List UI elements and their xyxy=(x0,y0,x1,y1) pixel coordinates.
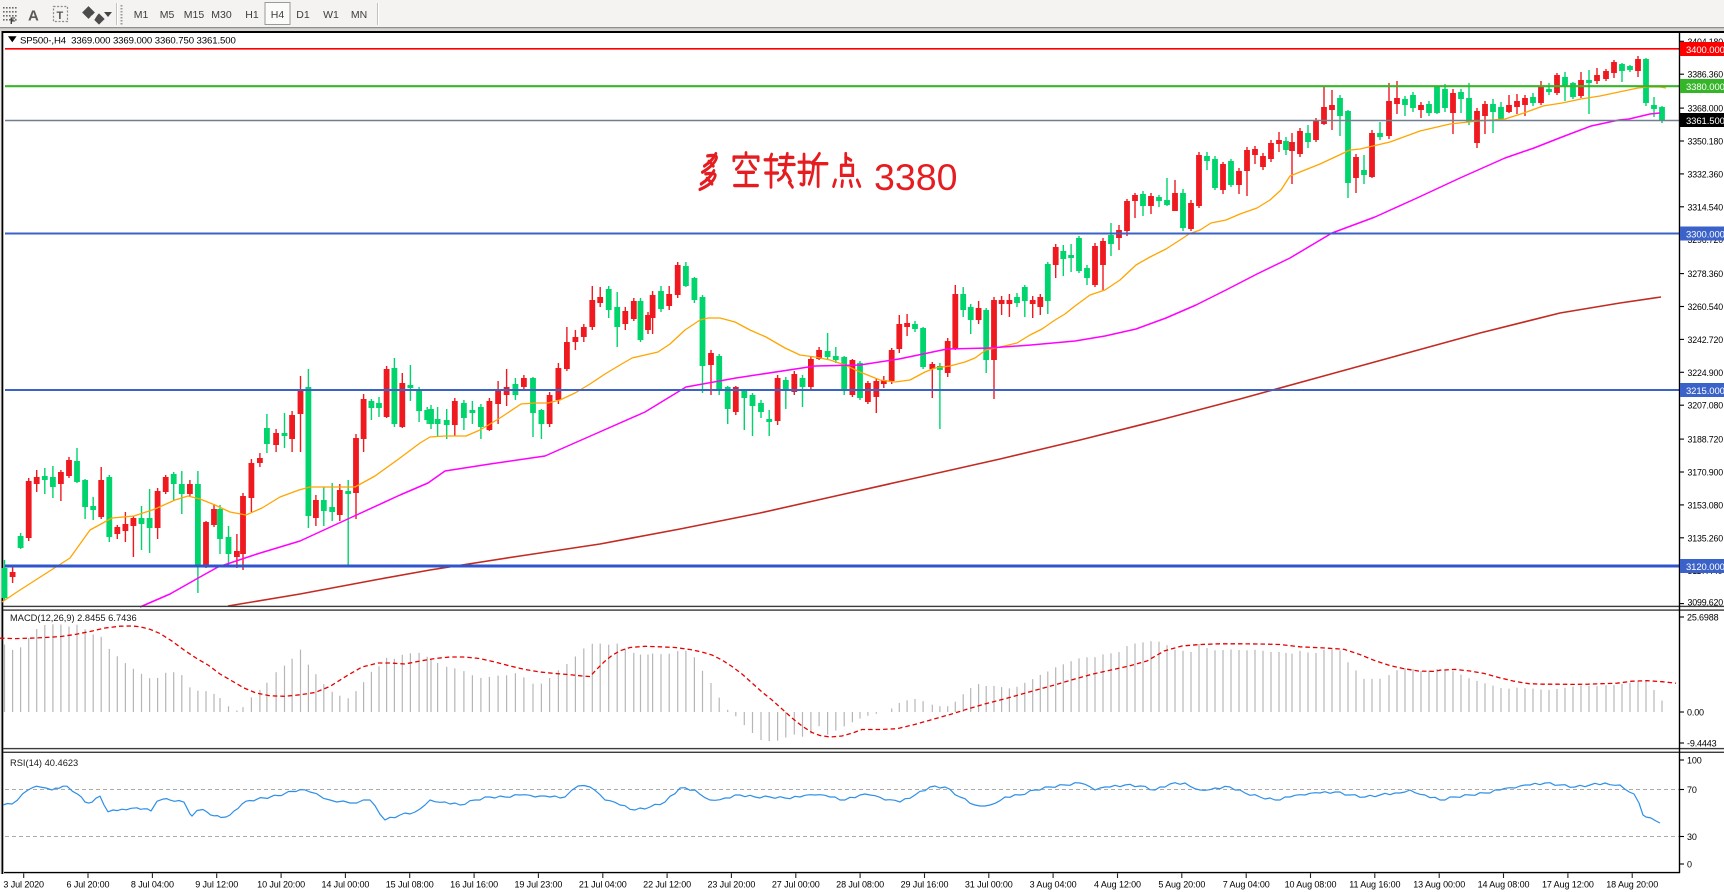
svg-text:3361.500: 3361.500 xyxy=(1686,116,1724,127)
svg-text:3188.720: 3188.720 xyxy=(1688,435,1724,445)
svg-text:D1: D1 xyxy=(296,9,310,21)
svg-text:10 Jul 20:00: 10 Jul 20:00 xyxy=(257,880,305,890)
svg-text:3278.360: 3278.360 xyxy=(1688,269,1724,279)
svg-text:3350.180: 3350.180 xyxy=(1688,137,1724,147)
svg-text:14 Aug 08:00: 14 Aug 08:00 xyxy=(1478,880,1530,890)
svg-text:18 Aug 20:00: 18 Aug 20:00 xyxy=(1606,880,1658,890)
svg-text:MN: MN xyxy=(351,9,367,21)
svg-text:3380: 3380 xyxy=(874,156,957,198)
svg-text:5 Aug 20:00: 5 Aug 20:00 xyxy=(1158,880,1205,890)
svg-text:3314.540: 3314.540 xyxy=(1688,202,1724,212)
svg-text:23 Jul 20:00: 23 Jul 20:00 xyxy=(707,880,755,890)
svg-text:3404.180: 3404.180 xyxy=(1688,37,1724,47)
svg-text:T: T xyxy=(57,10,64,22)
svg-text:3260.540: 3260.540 xyxy=(1688,302,1724,312)
svg-text:M5: M5 xyxy=(160,9,175,21)
svg-text:8 Jul 04:00: 8 Jul 04:00 xyxy=(131,880,174,890)
svg-text:3386.360: 3386.360 xyxy=(1688,70,1724,80)
svg-text:3120.000: 3120.000 xyxy=(1686,562,1724,573)
svg-text:100: 100 xyxy=(1687,756,1702,766)
svg-text:16 Jul 16:00: 16 Jul 16:00 xyxy=(450,880,498,890)
svg-text:27 Jul 00:00: 27 Jul 00:00 xyxy=(772,880,820,890)
svg-text:29 Jul 16:00: 29 Jul 16:00 xyxy=(901,880,949,890)
svg-text:21 Jul 04:00: 21 Jul 04:00 xyxy=(579,880,627,890)
svg-text:-9.4443: -9.4443 xyxy=(1687,739,1717,749)
svg-text:3170.900: 3170.900 xyxy=(1688,468,1724,478)
svg-text:3300.000: 3300.000 xyxy=(1686,229,1724,240)
svg-text:3 Jul 2020: 3 Jul 2020 xyxy=(3,880,44,890)
svg-text:3242.720: 3242.720 xyxy=(1688,335,1724,345)
svg-text:0.00: 0.00 xyxy=(1687,708,1704,718)
svg-text:14 Jul 00:00: 14 Jul 00:00 xyxy=(321,880,369,890)
svg-text:7 Aug 04:00: 7 Aug 04:00 xyxy=(1223,880,1270,890)
svg-text:3380.000: 3380.000 xyxy=(1686,82,1724,93)
svg-text:MACD(12,26,9) 2.8455 6.7436: MACD(12,26,9) 2.8455 6.7436 xyxy=(10,613,137,623)
svg-text:SP500-,H4 3369.000 3369.000 3: SP500-,H4 3369.000 3369.000 3360.750 336… xyxy=(20,36,236,47)
svg-text:3332.360: 3332.360 xyxy=(1688,169,1724,179)
svg-text:19 Jul 23:00: 19 Jul 23:00 xyxy=(514,880,562,890)
svg-text:RSI(14) 40.4623: RSI(14) 40.4623 xyxy=(10,758,78,768)
svg-text:3368.000: 3368.000 xyxy=(1688,104,1724,114)
svg-text:W1: W1 xyxy=(323,9,339,21)
svg-text:17 Aug 12:00: 17 Aug 12:00 xyxy=(1542,880,1594,890)
svg-text:3215.000: 3215.000 xyxy=(1686,386,1724,397)
svg-text:6 Jul 20:00: 6 Jul 20:00 xyxy=(67,880,110,890)
svg-text:3207.080: 3207.080 xyxy=(1688,401,1724,411)
svg-text:3153.080: 3153.080 xyxy=(1688,500,1724,510)
svg-text:3099.620: 3099.620 xyxy=(1688,597,1724,607)
svg-text:13 Aug 00:00: 13 Aug 00:00 xyxy=(1413,880,1465,890)
svg-text:H1: H1 xyxy=(245,9,259,21)
svg-text:22 Jul 12:00: 22 Jul 12:00 xyxy=(643,880,691,890)
svg-text:H4: H4 xyxy=(271,9,285,21)
svg-text:15 Jul 08:00: 15 Jul 08:00 xyxy=(386,880,434,890)
svg-text:0: 0 xyxy=(1687,860,1692,870)
svg-text:3400.000: 3400.000 xyxy=(1686,45,1724,56)
svg-text:10 Aug 08:00: 10 Aug 08:00 xyxy=(1285,880,1337,890)
svg-text:3224.900: 3224.900 xyxy=(1688,368,1724,378)
svg-text:25.6988: 25.6988 xyxy=(1687,613,1719,623)
svg-text:9 Jul 12:00: 9 Jul 12:00 xyxy=(195,880,238,890)
svg-text:M1: M1 xyxy=(134,9,149,21)
svg-text:4 Aug 12:00: 4 Aug 12:00 xyxy=(1094,880,1141,890)
svg-text:31 Jul 00:00: 31 Jul 00:00 xyxy=(965,880,1013,890)
svg-text:30: 30 xyxy=(1687,832,1697,842)
svg-text:F: F xyxy=(10,16,16,26)
svg-text:M30: M30 xyxy=(211,9,232,21)
svg-text:3 Aug 04:00: 3 Aug 04:00 xyxy=(1030,880,1077,890)
svg-text:28 Jul 08:00: 28 Jul 08:00 xyxy=(836,880,884,890)
svg-text:11 Aug 16:00: 11 Aug 16:00 xyxy=(1349,880,1400,890)
svg-text:A: A xyxy=(28,8,39,25)
svg-text:3135.260: 3135.260 xyxy=(1688,533,1724,543)
svg-text:M15: M15 xyxy=(184,9,205,21)
svg-text:70: 70 xyxy=(1687,785,1697,795)
